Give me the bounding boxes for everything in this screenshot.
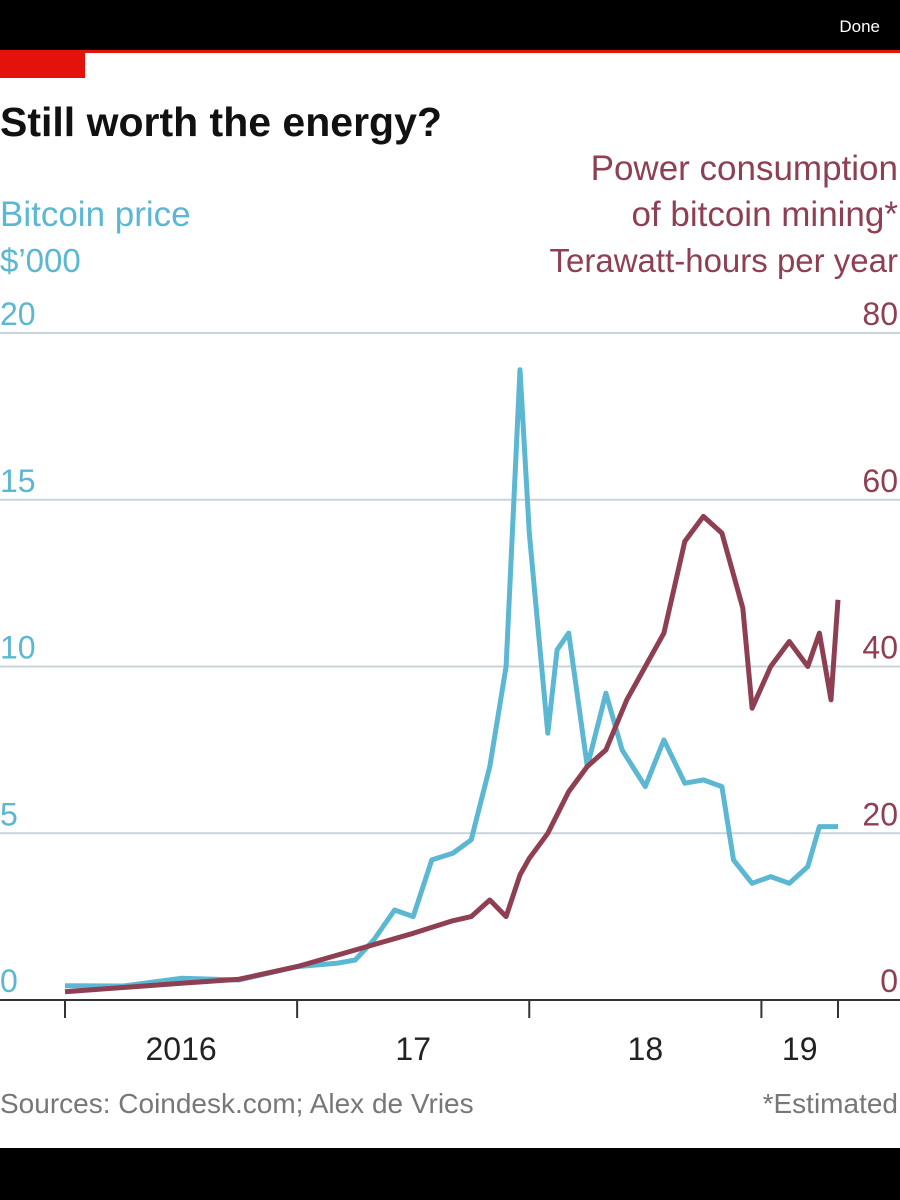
- data-line: [64, 513, 841, 995]
- y2-label: Power consumption: [591, 149, 898, 188]
- chart-title: Still worth the energy?: [0, 99, 442, 145]
- y2-tick-label: 80: [862, 296, 898, 332]
- y-tick-label: 10: [0, 630, 36, 666]
- y2-tick-label: 40: [862, 630, 898, 666]
- red-tag: [0, 50, 85, 78]
- y2-tick-label: 20: [862, 796, 898, 832]
- y-label: Bitcoin price: [0, 195, 191, 234]
- x-tick-label: 18: [628, 1031, 664, 1067]
- y2-unit: Terawatt-hours per year: [550, 242, 898, 279]
- top-bar: [0, 0, 900, 50]
- y2-tick-label: 60: [862, 463, 898, 499]
- y-tick-label: 5: [0, 796, 18, 832]
- y-tick-label: 20: [0, 296, 36, 332]
- x-tick-label: 19: [782, 1031, 818, 1067]
- note: *Estimated: [763, 1088, 898, 1119]
- y2-tick-label: 0: [880, 963, 898, 999]
- y-unit: $’000: [0, 242, 81, 279]
- bottom-bar: [0, 1148, 900, 1200]
- done-button[interactable]: Done: [839, 17, 880, 36]
- y-tick-label: 0: [0, 963, 18, 999]
- y-tick-label: 15: [0, 463, 36, 499]
- red-rule: [0, 50, 900, 53]
- source: Sources: Coindesk.com; Alex de Vries: [0, 1088, 474, 1119]
- x-tick-label: 17: [395, 1031, 431, 1067]
- data-line: [64, 367, 838, 989]
- x-tick-label: 2016: [145, 1031, 216, 1067]
- y2-label: of bitcoin mining*: [631, 195, 898, 234]
